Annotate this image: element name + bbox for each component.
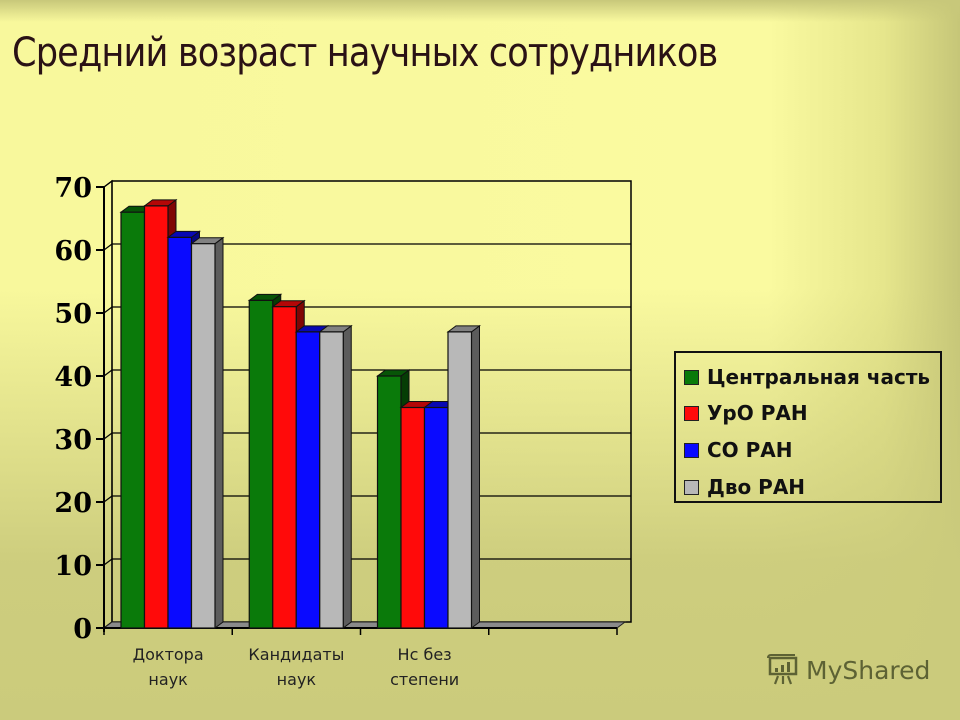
svg-text:Кандидаты: Кандидаты [248, 645, 344, 664]
svg-text:степени: степени [390, 670, 459, 689]
legend-swatch-so [684, 442, 699, 458]
legend-swatch-central [684, 369, 699, 385]
legend-swatch-dvo [684, 479, 699, 495]
svg-text:наук: наук [277, 670, 317, 689]
legend-label: Дво РАН [707, 475, 806, 499]
slide-title: Средний возраст научных сотрудников [12, 30, 718, 76]
chart-legend: Центральная часть УрО РАН СО РАН Дво РАН [674, 351, 942, 503]
svg-text:Нс без: Нс без [398, 645, 452, 664]
myshared-watermark[interactable]: MyShared [766, 654, 930, 686]
watermark-text: MyShared [806, 655, 931, 685]
svg-text:10: 10 [54, 551, 92, 582]
slide-top-edge [0, 0, 960, 22]
svg-text:50: 50 [54, 299, 92, 330]
svg-text:70: 70 [54, 173, 92, 204]
svg-text:Доктора: Доктора [133, 645, 204, 664]
legend-item-so: СО РАН [684, 435, 793, 465]
svg-text:40: 40 [54, 362, 92, 393]
svg-text:0: 0 [73, 614, 92, 645]
legend-item-central: Центральная часть [684, 362, 930, 392]
bar [190, 236, 225, 629]
legend-label: Центральная часть [707, 365, 931, 389]
bar [318, 324, 353, 629]
svg-text:20: 20 [54, 488, 92, 519]
svg-text:наук: наук [148, 670, 188, 689]
svg-text:60: 60 [54, 236, 92, 267]
legend-label: СО РАН [707, 438, 793, 462]
legend-item-dvo: Дво РАН [684, 472, 805, 502]
legend-item-uro: УрО РАН [684, 398, 808, 428]
bar [446, 324, 481, 629]
legend-label: УрО РАН [707, 401, 808, 425]
svg-text:30: 30 [54, 425, 92, 456]
presentation-board-icon [767, 654, 798, 685]
legend-swatch-uro [684, 405, 699, 421]
